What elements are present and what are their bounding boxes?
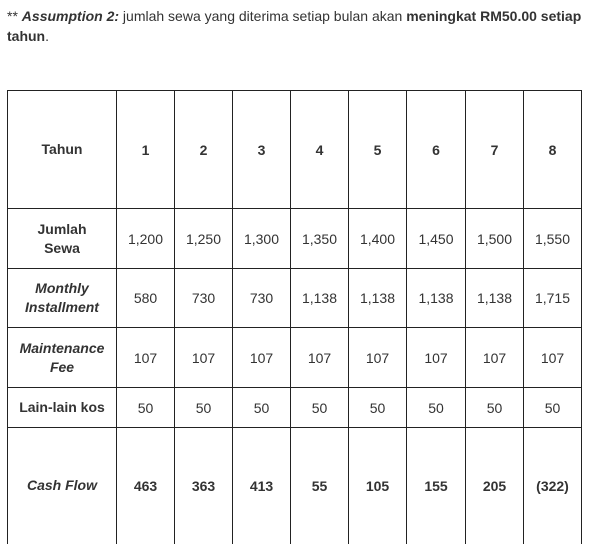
value-cell: 363: [174, 427, 233, 544]
note-prefix: **: [7, 8, 22, 24]
year-cell: 3: [232, 90, 291, 209]
value-cell: 50: [116, 387, 175, 428]
value-cell: 730: [232, 268, 291, 328]
value-cell: 50: [290, 387, 349, 428]
value-cell: 1,350: [290, 208, 349, 269]
value-cell: 50: [174, 387, 233, 428]
year-cell: 4: [290, 90, 349, 209]
table-row: Maintenance Fee 107 107 107 107 107 107 107 107: [7, 327, 582, 388]
value-cell: 1,450: [406, 208, 466, 269]
row-label: Lain-lain kos: [7, 387, 117, 428]
note-label: Assumption 2:: [21, 8, 120, 24]
table-row: Monthly Installment 580 730 730 1,138 1,138 1,…: [7, 268, 582, 328]
value-cell: 50: [523, 387, 582, 428]
header-label: Tahun: [7, 90, 117, 209]
value-cell: 107: [348, 327, 407, 388]
value-cell: 107: [174, 327, 233, 388]
table-row: Cash Flow 463 363 413 55 105 155 205 (322): [7, 427, 582, 544]
value-cell: 730: [174, 268, 233, 328]
value-cell: 50: [465, 387, 524, 428]
value-cell: 1,400: [348, 208, 407, 269]
value-cell: 205: [465, 427, 524, 544]
value-cell: 413: [232, 427, 291, 544]
year-cell: 5: [348, 90, 407, 209]
value-cell: 107: [290, 327, 349, 388]
cash-flow-table: Tahun 1 2 3 4 5 6 7 8 Jumlah Sewa 1,200 1,250 1,300 1…: [7, 90, 582, 544]
value-cell: 107: [232, 327, 291, 388]
note-text: jumlah sewa yang diterima setiap bulan a…: [119, 8, 407, 24]
year-cell: 2: [174, 90, 233, 209]
year-cell: 6: [406, 90, 466, 209]
year-cell: 7: [465, 90, 524, 209]
value-cell: 107: [116, 327, 175, 388]
value-cell: 1,138: [406, 268, 466, 328]
assumption-note: ** Assumption 2: jumlah sewa yang diteri…: [7, 6, 597, 46]
value-cell: 463: [116, 427, 175, 544]
table-row: Jumlah Sewa 1,200 1,250 1,300 1,350 1,400 1,45…: [7, 208, 582, 269]
value-cell: 1,550: [523, 208, 582, 269]
value-cell: 105: [348, 427, 407, 544]
value-cell: 50: [232, 387, 291, 428]
value-cell: 580: [116, 268, 175, 328]
value-cell: 1,200: [116, 208, 175, 269]
header-row: Tahun 1 2 3 4 5 6 7 8: [7, 90, 582, 209]
value-cell: 155: [406, 427, 466, 544]
value-cell: 1,500: [465, 208, 524, 269]
year-cell: 1: [116, 90, 175, 209]
value-cell: 107: [523, 327, 582, 388]
row-label: Cash Flow: [7, 427, 117, 544]
row-label: Jumlah Sewa: [7, 208, 117, 269]
value-cell: 1,138: [290, 268, 349, 328]
value-cell: (322): [523, 427, 582, 544]
value-cell: 1,138: [465, 268, 524, 328]
value-cell: 1,715: [523, 268, 582, 328]
value-cell: 55: [290, 427, 349, 544]
value-cell: 50: [348, 387, 407, 428]
table-row: Lain-lain kos 50 50 50 50 50 50 50 50: [7, 387, 582, 428]
value-cell: 107: [465, 327, 524, 388]
year-cell: 8: [523, 90, 582, 209]
value-cell: 1,250: [174, 208, 233, 269]
value-cell: 50: [406, 387, 466, 428]
value-cell: 1,300: [232, 208, 291, 269]
row-label: Monthly Installment: [7, 268, 117, 328]
value-cell: 1,138: [348, 268, 407, 328]
value-cell: 107: [406, 327, 466, 388]
note-emphasis: meningkat RM50.00 setiap tahun: [7, 8, 582, 44]
row-label: Maintenance Fee: [7, 327, 117, 388]
note-end: .: [45, 28, 49, 44]
